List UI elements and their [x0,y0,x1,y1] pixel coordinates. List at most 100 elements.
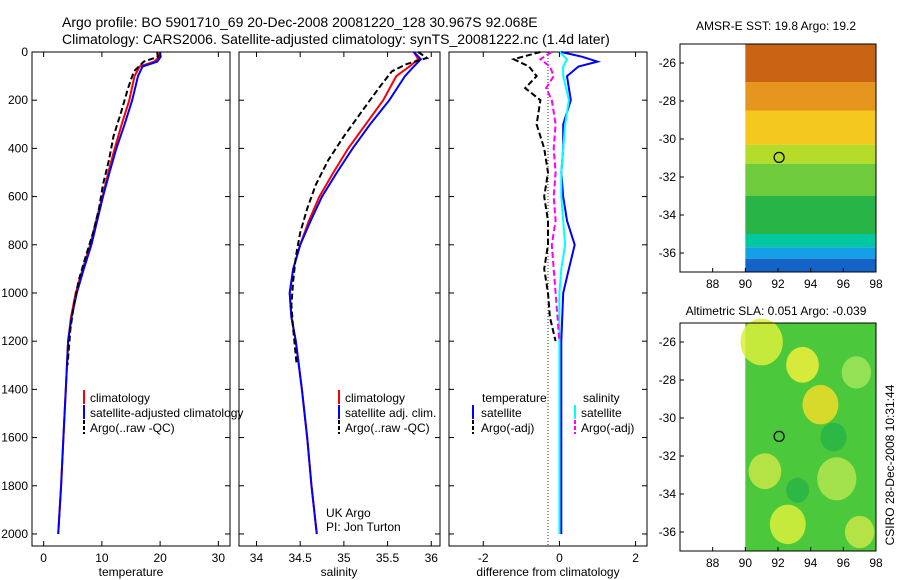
x-tick-label: 20 [153,551,167,565]
map-x-tick-label: 96 [837,277,851,291]
map-x-tick-label: 96 [837,556,851,570]
series-line-temperature-argo-adj [510,51,557,342]
legend-temp-argo-label: Argo(-adj) [481,421,534,435]
map-y-tick-label: -26 [659,335,677,349]
sla-anomaly-blob [841,356,872,389]
sst-color-band [745,144,876,164]
y-tick-label: 1200 [1,334,28,348]
y-tick-label: 600 [8,190,28,204]
sst-map-field [745,44,876,272]
x-tick-label: 35.5 [376,551,400,565]
series-line-temperature-satellite [560,51,602,534]
sst-color-band [745,234,876,248]
sla-anomaly-blob [740,318,783,366]
x-tick-label: 0 [40,551,47,565]
sla-anomaly-blob [748,453,782,490]
y-tick-label: 1000 [1,286,28,300]
x-tick-label: 34.5 [288,551,312,565]
map-y-tick-label: -30 [659,132,677,146]
map-y-tick-label: -36 [659,246,677,260]
series-line-climatology [57,51,162,535]
map-y-tick-label: -32 [659,449,677,463]
legend-sal-argo-label: Argo(-adj) [581,421,634,435]
map-x-tick-label: 90 [739,556,753,570]
sla-anomaly-blob [844,515,875,549]
profile-location-marker [773,151,785,163]
sst-map-ticks: 88 90 92 94 96 98 -26 -28 -30 -32 -34 -36 [659,56,883,291]
legend-argo-label: Argo(..raw -QC) [345,421,430,435]
x-tick-label: 35 [337,551,351,565]
x-tick-label: 34 [250,551,264,565]
temperature-legend: climatology satellite-adjusted climatolo… [83,390,243,435]
legend-climatology-label: climatology [90,391,150,405]
sla-map-title: Altimetric SLA: 0.051 Argo: -0.039 [686,304,867,318]
map-y-tick-label: -26 [659,56,677,70]
x-tick-label: 0 [556,551,563,565]
sla-anomaly-blob [769,504,806,545]
y-tick-label: 1600 [1,431,28,445]
y-tick-label: 800 [8,238,28,252]
y-tick-label: 2000 [1,527,28,541]
series-line-satellite-adjusted-climatology [57,51,162,535]
salinity-ticks: 34 34.5 35 35.5 36 [239,51,440,565]
sst-color-band [745,163,876,196]
difference-panel: -2 0 2 difference from climatology tempera… [448,51,648,579]
y-tick-label: 0 [21,45,28,59]
x-tick-label: 2 [632,551,639,565]
temperature-xlabel: temperature [99,565,164,579]
salinity-series [288,51,430,535]
temperature-series [57,51,162,535]
series-line-salinity-argo-adj [538,51,561,342]
map-x-tick-label: 98 [869,556,883,570]
legend-salinity-heading: salinity [583,391,620,405]
sst-color-band [745,44,876,82]
sst-color-band [745,196,876,234]
uk-argo-annotation: UK Argo [326,506,371,520]
map-x-tick-label: 90 [739,277,753,291]
legend-temp-satellite-label: satellite [481,406,522,420]
sst-color-band [745,110,876,145]
y-tick-label: 1800 [1,479,28,493]
timestamp-side-label: CSIRO 28-Dec-2008 10:31:44 [883,384,897,545]
difference-legend: temperature satellite Argo(-adj) salinit… [472,391,634,435]
map-x-tick-label: 94 [804,277,818,291]
series-line-argo-raw-qc [290,51,430,366]
header-line-1: Argo profile: BO 5901710_69 20-Dec-2008 … [62,14,538,30]
y-tick-label: 400 [8,141,28,155]
x-tick-label: -2 [478,551,489,565]
sst-map-panel: AMSR-E SST: 19.8 Argo: 19.2 88 90 92 94 96 98… [659,19,883,291]
sla-anomaly-blob [817,457,857,501]
map-y-tick-label: -32 [659,170,677,184]
map-y-tick-label: -30 [659,411,677,425]
x-tick-label: 30 [212,551,226,565]
legend-temperature-heading: temperature [482,391,547,405]
map-x-tick-label: 98 [869,277,883,291]
temperature-plot-frame [31,51,231,547]
pi-annotation: PI: Jon Turton [326,520,401,534]
header-line-2: Climatology: CARS2006. Satellite-adjuste… [62,31,610,47]
temperature-panel: 0 10 20 30 0 200 400 600 800 1000 1200 1400 1600 1800… [1,45,243,579]
y-tick-label: 1400 [1,382,28,396]
map-x-tick-label: 88 [706,277,720,291]
difference-ticks: -2 0 2 [449,51,647,565]
map-y-tick-label: -28 [659,373,677,387]
series-line-satellite-adj-clim [288,51,423,535]
salinity-plot-frame [238,51,441,547]
map-x-tick-label: 92 [771,556,785,570]
legend-climatology-label: climatology [345,391,405,405]
sla-anomaly-blob [820,422,847,452]
map-y-tick-label: -36 [659,525,677,539]
salinity-legend: climatology satellite adj. clim. Argo(..… [338,390,436,435]
map-y-tick-label: -28 [659,94,677,108]
series-line-salinity-satellite [558,51,570,534]
sla-anomaly-blob [786,477,810,503]
difference-series [510,51,602,534]
sla-map-field [740,318,876,551]
map-x-tick-label: 92 [771,277,785,291]
map-x-tick-label: 88 [706,556,720,570]
y-tick-label: 200 [8,93,28,107]
legend-satellite-label: satellite-adjusted climatology [90,406,243,420]
sst-color-band [745,247,876,259]
sla-anomaly-blob [802,384,839,425]
profile-location-marker [773,430,785,442]
